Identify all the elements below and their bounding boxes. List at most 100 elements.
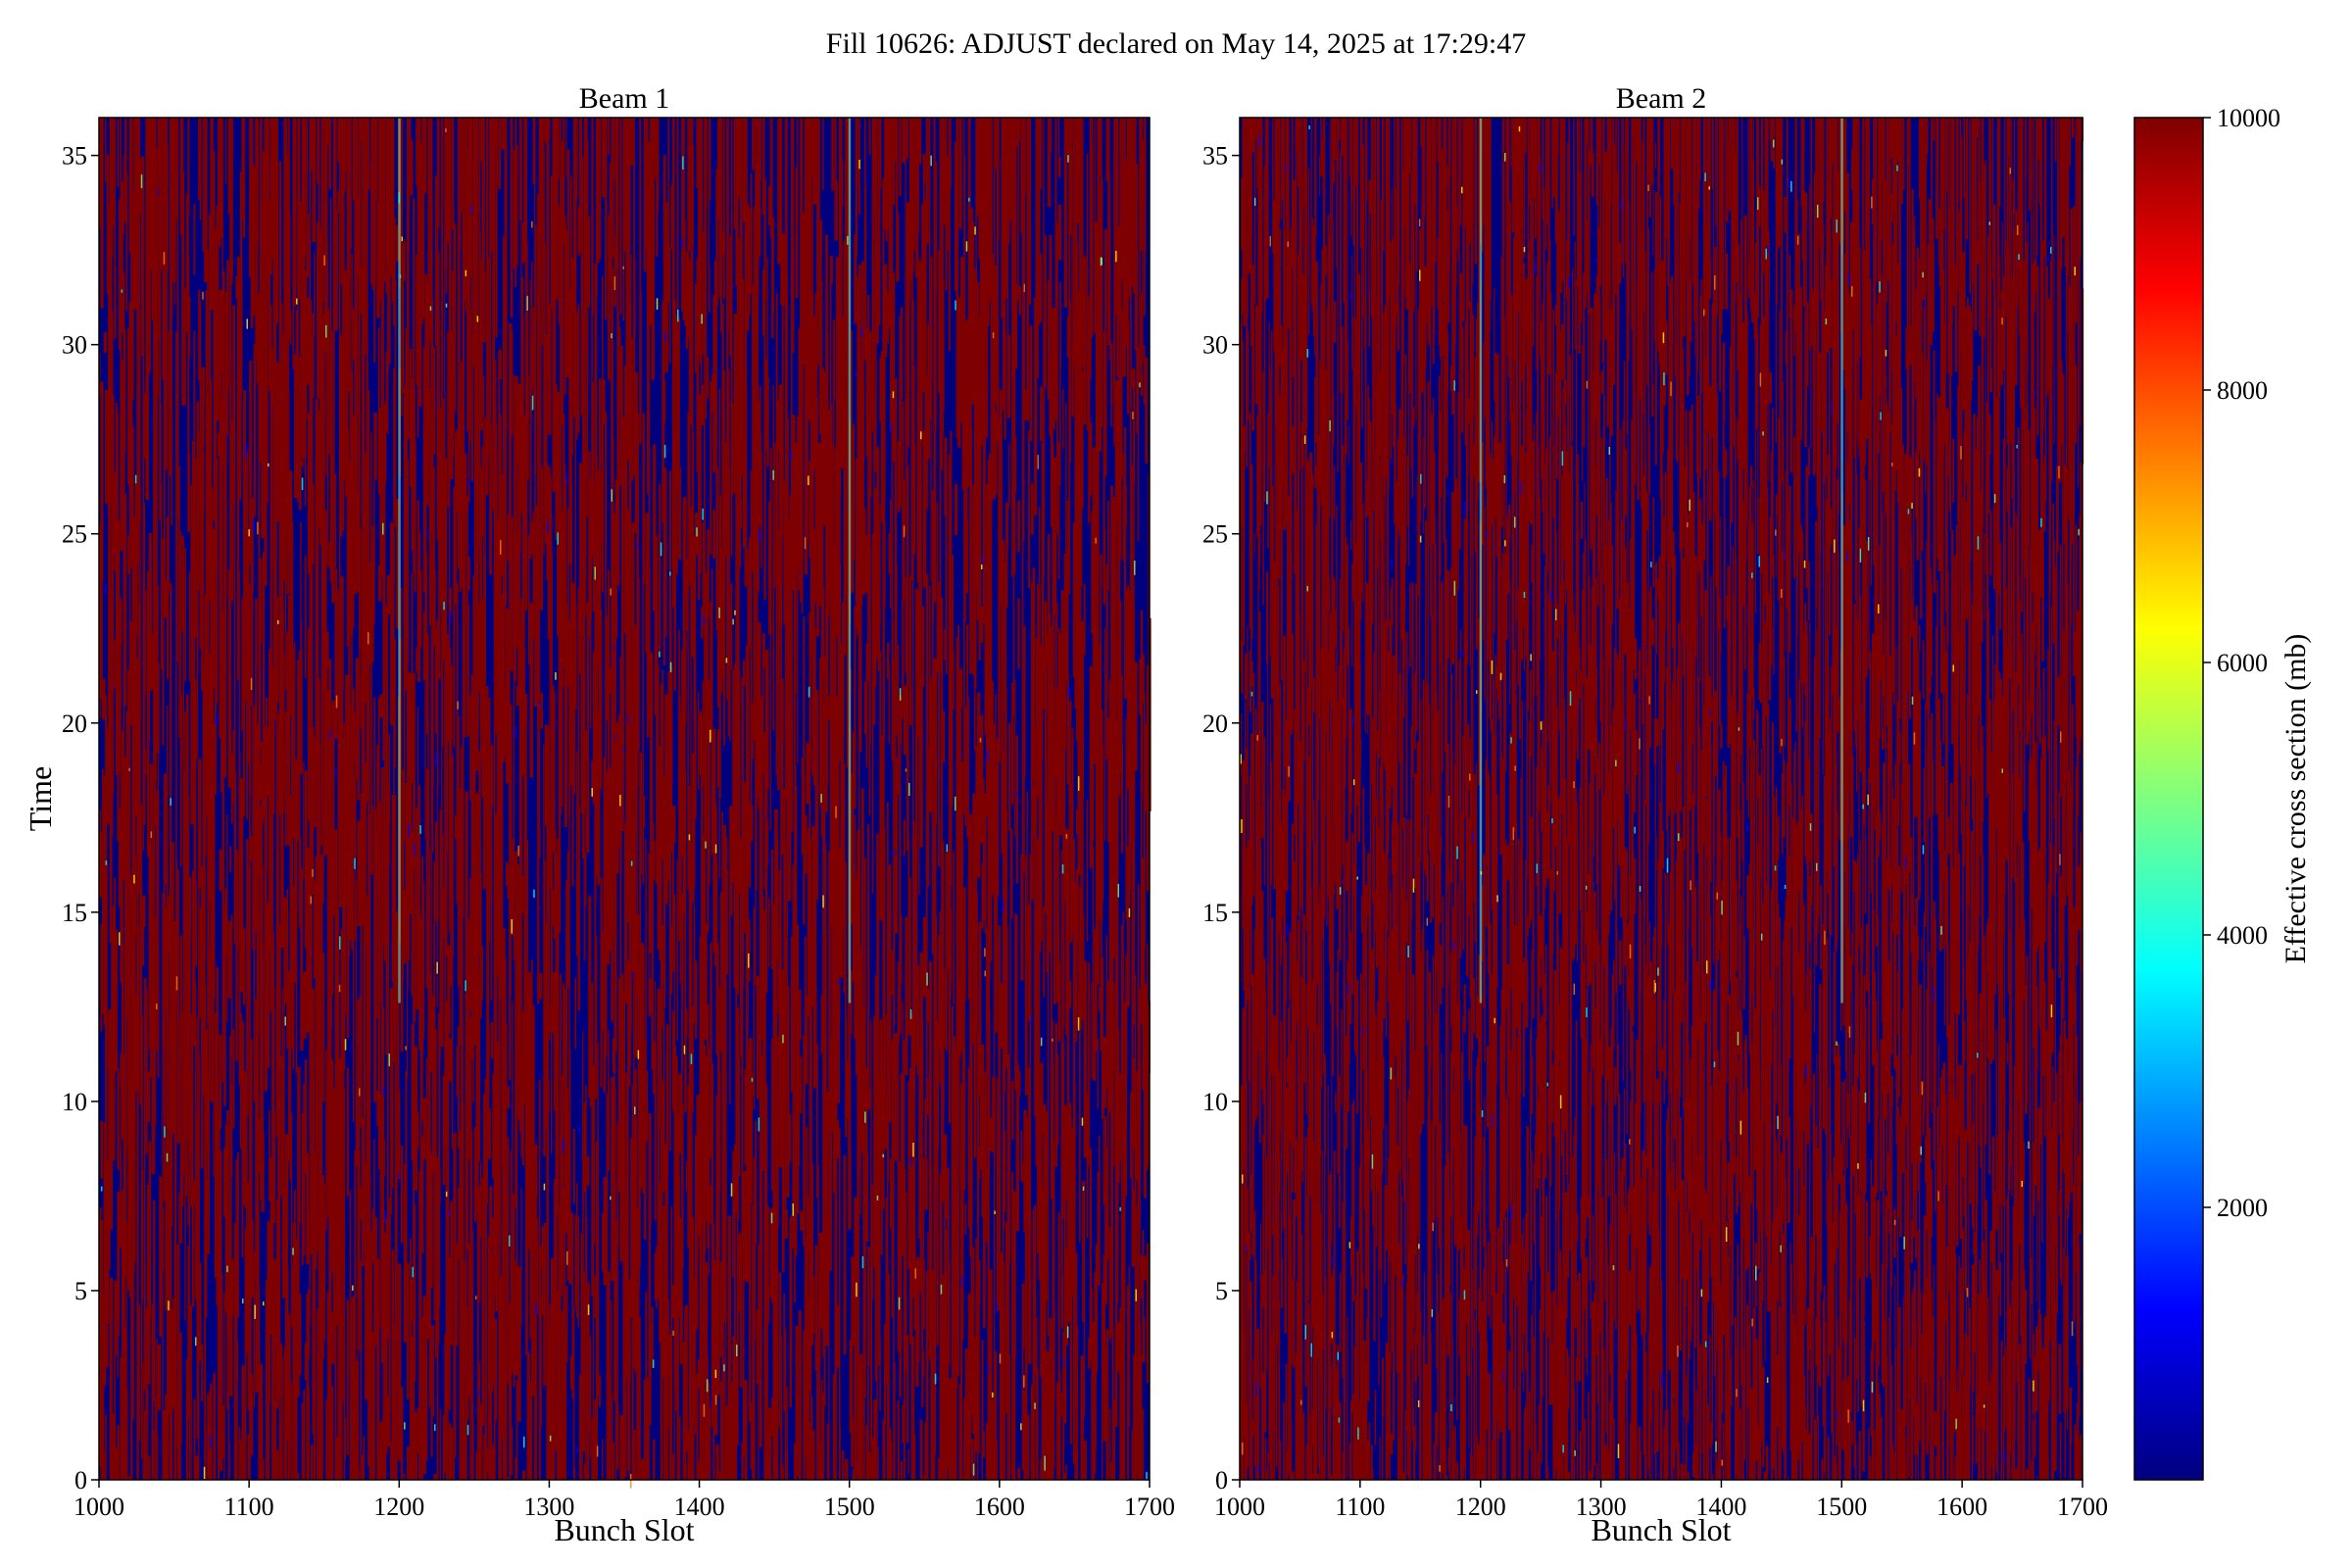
- heatmap-cell: [1047, 740, 1050, 874]
- heatmap-cell: [902, 118, 906, 164]
- heatmap-cell: [428, 503, 432, 626]
- heatmap-cell: [217, 1162, 220, 1217]
- heatmap-cell: [453, 411, 455, 436]
- heatmap-cell: [524, 694, 528, 726]
- heatmap-cell: [944, 1338, 947, 1480]
- heatmap-cell: [252, 165, 256, 316]
- heatmap-cell: [840, 118, 843, 202]
- heatmap-cell: [820, 495, 824, 588]
- heatmap-cell: [1075, 246, 1079, 355]
- heatmap-cell: [864, 1249, 866, 1397]
- heatmap-cell: [408, 672, 413, 858]
- heatmap-cell: [419, 1120, 422, 1243]
- heatmap-cell: [238, 912, 241, 1085]
- heatmap-cell: [854, 233, 858, 323]
- heatmap-cell: [1008, 478, 1010, 508]
- heatmap-cell: [1049, 118, 1053, 154]
- heatmap-cell: [1128, 649, 1132, 845]
- heatmap-cell: [1095, 623, 1099, 729]
- heatmap-cell: [229, 358, 232, 486]
- heatmap-cell: [479, 732, 482, 761]
- heatmap-cell: [490, 1332, 494, 1392]
- heatmap-cell: [732, 1151, 735, 1278]
- heatmap-cell: [179, 935, 182, 1064]
- heatmap-cell: [574, 285, 577, 413]
- heatmap-speckle: [723, 1364, 725, 1372]
- heatmap-cell: [582, 1111, 584, 1272]
- heatmap-cell: [318, 1221, 321, 1278]
- heatmap-cell: [238, 569, 240, 754]
- heatmap-cell: [122, 434, 125, 459]
- heatmap-cell: [495, 908, 498, 959]
- heatmap-cell: [467, 557, 470, 590]
- heatmap-cell: [517, 636, 520, 692]
- heatmap-cell: [373, 413, 377, 480]
- heatmap-cell: [424, 554, 428, 646]
- heatmap-speckle: [725, 658, 728, 663]
- heatmap-cell: [654, 1047, 657, 1221]
- heatmap-cell: [819, 1232, 823, 1330]
- heatmap-cell: [259, 559, 263, 643]
- heatmap-cell: [820, 995, 823, 1054]
- heatmap-cell: [382, 118, 386, 282]
- heatmap-cell: [520, 276, 524, 369]
- heatmap-cell: [967, 823, 971, 957]
- heatmap-cell: [807, 118, 809, 269]
- heatmap-cell: [744, 1380, 748, 1480]
- heatmap-cell: [188, 876, 192, 939]
- heatmap-cell: [749, 802, 752, 888]
- heatmap-cell: [521, 644, 524, 776]
- heatmap-cell: [484, 690, 486, 721]
- heatmap-cell: [190, 1453, 192, 1480]
- heatmap-cell: [1068, 721, 1071, 749]
- heatmap-speckle: [576, 1447, 578, 1453]
- heatmap-cell: [1142, 948, 1146, 1005]
- heatmap-cell: [760, 696, 763, 892]
- heatmap-cell: [560, 118, 562, 175]
- heatmap-cell: [774, 1141, 776, 1186]
- heatmap-cell: [718, 798, 720, 878]
- heatmap-cell: [467, 1016, 472, 1160]
- heatmap-cell: [447, 1257, 451, 1410]
- heatmap-cell: [309, 299, 313, 334]
- heatmap-cell: [639, 290, 642, 444]
- heatmap-cell: [376, 745, 380, 881]
- heatmap-cell: [646, 1377, 649, 1480]
- heatmap-cell: [114, 472, 117, 571]
- heatmap-cell: [442, 1133, 446, 1186]
- heatmap-cell: [383, 482, 386, 685]
- heatmap-cell: [105, 695, 108, 860]
- heatmap-cell: [585, 1217, 588, 1396]
- heatmap-cell: [355, 919, 358, 1091]
- heatmap-speckle: [965, 241, 968, 252]
- heatmap-cell: [653, 118, 656, 159]
- heatmap-cell: [1038, 710, 1040, 738]
- heatmap-cell: [1139, 1089, 1142, 1228]
- heatmap-cell: [1035, 823, 1038, 945]
- heatmap-cell: [419, 142, 423, 262]
- heatmap-cell: [1047, 873, 1050, 977]
- heatmap-cell: [673, 895, 675, 1046]
- heatmap-cell: [145, 1414, 147, 1480]
- heatmap-cell: [749, 1182, 752, 1346]
- heatmap-cell: [379, 1192, 381, 1328]
- heatmap-cell: [357, 820, 361, 926]
- heatmap-cell: [162, 1047, 164, 1209]
- heatmap-cell: [534, 224, 537, 319]
- heatmap-cell: [213, 251, 216, 435]
- heatmap-cell: [812, 1276, 815, 1334]
- heatmap-cell: [207, 249, 209, 414]
- heatmap-cell: [1044, 1111, 1048, 1301]
- heatmap-cell: [986, 484, 988, 686]
- heatmap-cell: [630, 338, 633, 481]
- heatmap-cell: [196, 430, 200, 591]
- heatmap-cell: [306, 297, 310, 385]
- heatmap-speckle: [1020, 1423, 1022, 1431]
- heatmap-speckle: [450, 610, 452, 624]
- heatmap-cell: [388, 186, 391, 365]
- heatmap-cell: [720, 1440, 722, 1480]
- heatmap-cell: [945, 459, 948, 674]
- heatmap-cell: [102, 768, 104, 965]
- heatmap-cell: [611, 838, 613, 1021]
- heatmap-cell: [993, 1126, 996, 1167]
